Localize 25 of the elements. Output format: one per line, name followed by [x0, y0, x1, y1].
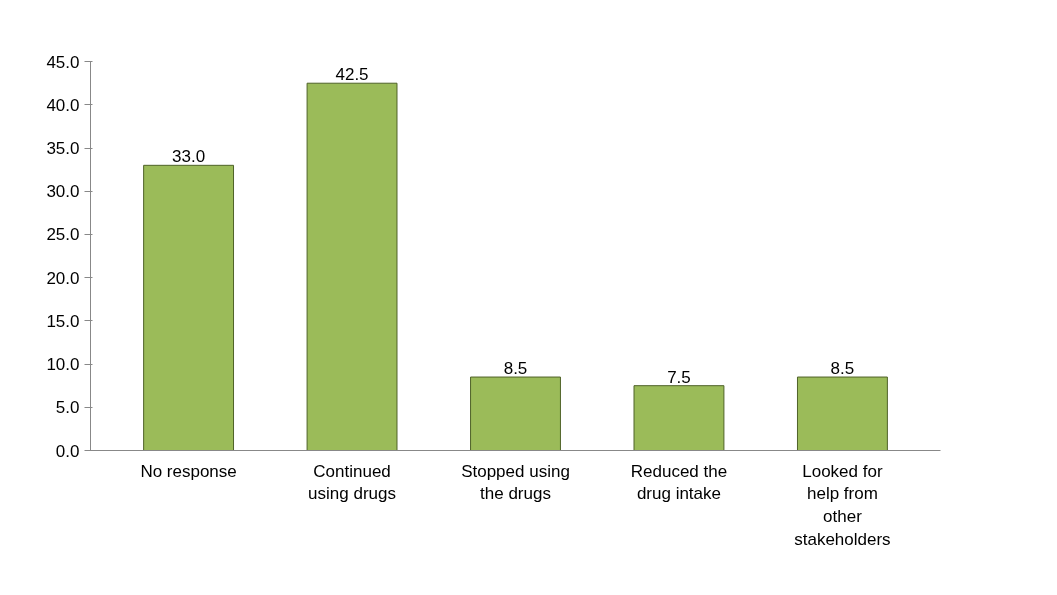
- y-tick-label: 0.0: [55, 441, 80, 461]
- y-tick-label: 20.0: [46, 268, 80, 288]
- y-tick-label: 30.0: [46, 182, 80, 202]
- y-tick-label: 45.0: [46, 52, 80, 72]
- x-tick-label: No response: [140, 461, 237, 481]
- x-tick-label: Continued using drugs: [308, 461, 396, 504]
- data-label: 33.0: [172, 147, 206, 167]
- y-tick-label: 40.0: [46, 95, 80, 115]
- data-label: 8.5: [503, 359, 528, 379]
- data-label: 8.5: [830, 359, 855, 379]
- bar: [143, 164, 235, 451]
- x-tick-label: Stopped using the drugs: [461, 461, 570, 504]
- y-tick-label: 10.0: [46, 355, 80, 375]
- y-tick-label: 5.0: [55, 398, 80, 418]
- y-tick-label: 15.0: [46, 311, 80, 331]
- x-tick-label: Looked for help from other stakeholders: [794, 461, 891, 549]
- data-label: 7.5: [667, 367, 691, 387]
- x-tick-label: Reduced the drug intake: [630, 461, 728, 504]
- bar: [633, 385, 725, 451]
- bar: [796, 376, 888, 451]
- y-tick-label: 35.0: [46, 139, 80, 159]
- y-tick-label: 25.0: [46, 225, 80, 245]
- bar: [306, 82, 398, 451]
- bar: [470, 376, 561, 451]
- data-label: 42.5: [335, 65, 369, 85]
